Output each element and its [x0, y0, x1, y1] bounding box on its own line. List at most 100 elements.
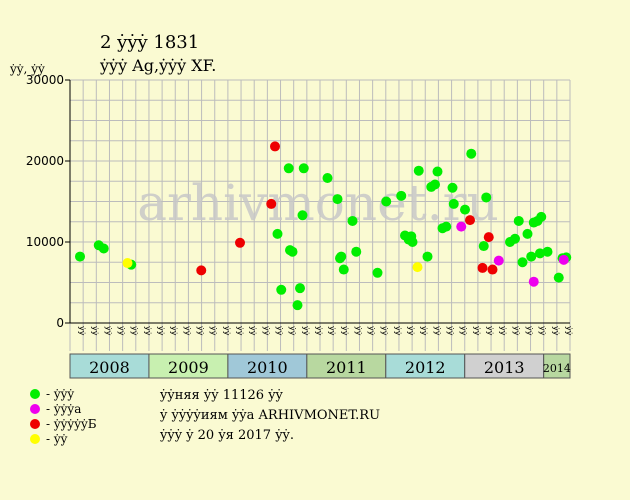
data-point	[372, 267, 383, 278]
data-point	[332, 194, 343, 205]
month-label: ẏẏ	[354, 326, 363, 336]
note-line-1: ẏẏняя ẏẏ 11126 ẏẏ	[160, 388, 283, 403]
month-label: ẏẏ	[91, 326, 100, 336]
year-label: 2008	[89, 358, 130, 377]
month-label: ẏẏ	[170, 326, 179, 336]
month-label: ẏẏ	[235, 326, 244, 336]
month-label: ẏẏ	[262, 326, 271, 336]
data-point	[460, 204, 470, 215]
month-label: ẏẏ	[564, 326, 573, 336]
month-label: ẏẏ	[525, 326, 534, 336]
legend-label: - ẏẏ	[46, 431, 68, 446]
data-point	[413, 165, 424, 176]
data-point	[412, 262, 423, 273]
data-point	[466, 148, 477, 159]
data-point	[432, 166, 443, 177]
data-point	[75, 251, 85, 262]
month-label: ẏẏ	[301, 326, 310, 336]
data-point	[98, 243, 109, 254]
legend-marker	[30, 388, 40, 399]
month-label: ẏẏ	[407, 326, 416, 336]
data-point	[292, 300, 303, 311]
data-point	[351, 246, 362, 257]
y-tick-label: 0	[56, 316, 64, 330]
data-point	[295, 283, 305, 294]
data-point	[285, 245, 295, 256]
year-label: 2010	[247, 358, 288, 377]
data-point	[196, 265, 207, 276]
data-point	[298, 163, 309, 174]
data-point	[493, 255, 504, 266]
data-point	[456, 221, 467, 232]
month-label: ẏẏ	[209, 326, 218, 336]
legend-entry: - ẏẏẏa	[30, 401, 97, 416]
legend-marker	[30, 403, 40, 414]
note-line-3: ẏẏẏ ẏ 20 ẏя 2017 ẏẏ.	[160, 428, 295, 443]
month-label: ẏẏ	[446, 326, 455, 336]
month-label: ẏẏ	[367, 326, 376, 336]
data-point	[477, 262, 488, 273]
year-band	[385, 353, 466, 379]
month-label: ẏẏ	[538, 326, 547, 336]
month-label: ẏẏ	[485, 326, 494, 336]
data-point	[381, 196, 392, 207]
month-label: ẏẏ	[143, 326, 152, 336]
month-label: ẏẏ	[328, 326, 337, 336]
month-label: ẏẏ	[393, 326, 402, 336]
data-point	[266, 198, 277, 209]
month-label: ẏẏ	[433, 326, 442, 336]
data-point	[441, 221, 452, 232]
data-point	[510, 233, 520, 244]
year-band	[148, 353, 229, 379]
data-point	[407, 237, 418, 247]
month-label: ẏẏ	[183, 326, 192, 336]
data-point	[517, 257, 528, 268]
data-point	[526, 251, 537, 262]
data-point	[528, 276, 539, 287]
data-point	[270, 141, 280, 152]
data-point	[513, 215, 524, 226]
chart-title: 2 ẏẏẏ 1831	[100, 32, 200, 53]
month-label: ẏẏ	[551, 326, 560, 336]
year-label: 2011	[326, 358, 367, 377]
y-axis-label: ẏẏ, ẏẏ	[10, 62, 45, 76]
data-point	[536, 211, 547, 222]
data-point	[465, 215, 475, 226]
month-label: ẏẏ	[222, 326, 231, 336]
month-label: ẏẏ	[249, 326, 258, 336]
data-point	[338, 264, 349, 275]
month-label: ẏẏ	[275, 326, 284, 336]
data-point	[522, 228, 533, 239]
chart-subtitle: ẏẏẏ Ag,ẏẏẏ XF.	[100, 56, 217, 75]
data-point	[478, 241, 489, 252]
legend-marker	[30, 433, 40, 444]
data-point	[283, 163, 294, 174]
year-band	[306, 353, 387, 379]
data-point	[396, 190, 407, 201]
month-label: ẏẏ	[104, 326, 113, 336]
month-label: ẏẏ	[420, 326, 429, 336]
legend-entry: - ẏẏẏẏẏБ	[30, 416, 97, 431]
data-point	[487, 264, 498, 275]
legend-entry: - ẏẏ	[30, 431, 97, 446]
month-label: ẏẏ	[499, 326, 508, 336]
notes: ẏẏняя ẏẏ 11126 ẏẏ ẏ ẏẏẏẏиям ẏẏа ARHIVMON…	[160, 386, 380, 446]
data-point	[276, 284, 287, 295]
data-points	[75, 141, 572, 311]
note-line-2: ẏ ẏẏẏẏиям ẏẏа ARHIVMONET.RU	[160, 408, 381, 423]
year-label: 2013	[484, 358, 525, 377]
year-band	[464, 353, 545, 379]
month-label: ẏẏ	[341, 326, 350, 336]
data-point	[336, 251, 347, 262]
data-point	[553, 272, 564, 283]
year-band	[227, 353, 308, 379]
year-label: 2009	[168, 358, 209, 377]
legend-label: - ẏẏẏ	[46, 386, 75, 401]
y-tick-label: 30000	[26, 73, 64, 87]
legend-marker	[30, 418, 40, 429]
year-label: 2014	[543, 362, 571, 375]
month-label: ẏẏ	[380, 326, 389, 336]
data-point	[347, 215, 358, 226]
